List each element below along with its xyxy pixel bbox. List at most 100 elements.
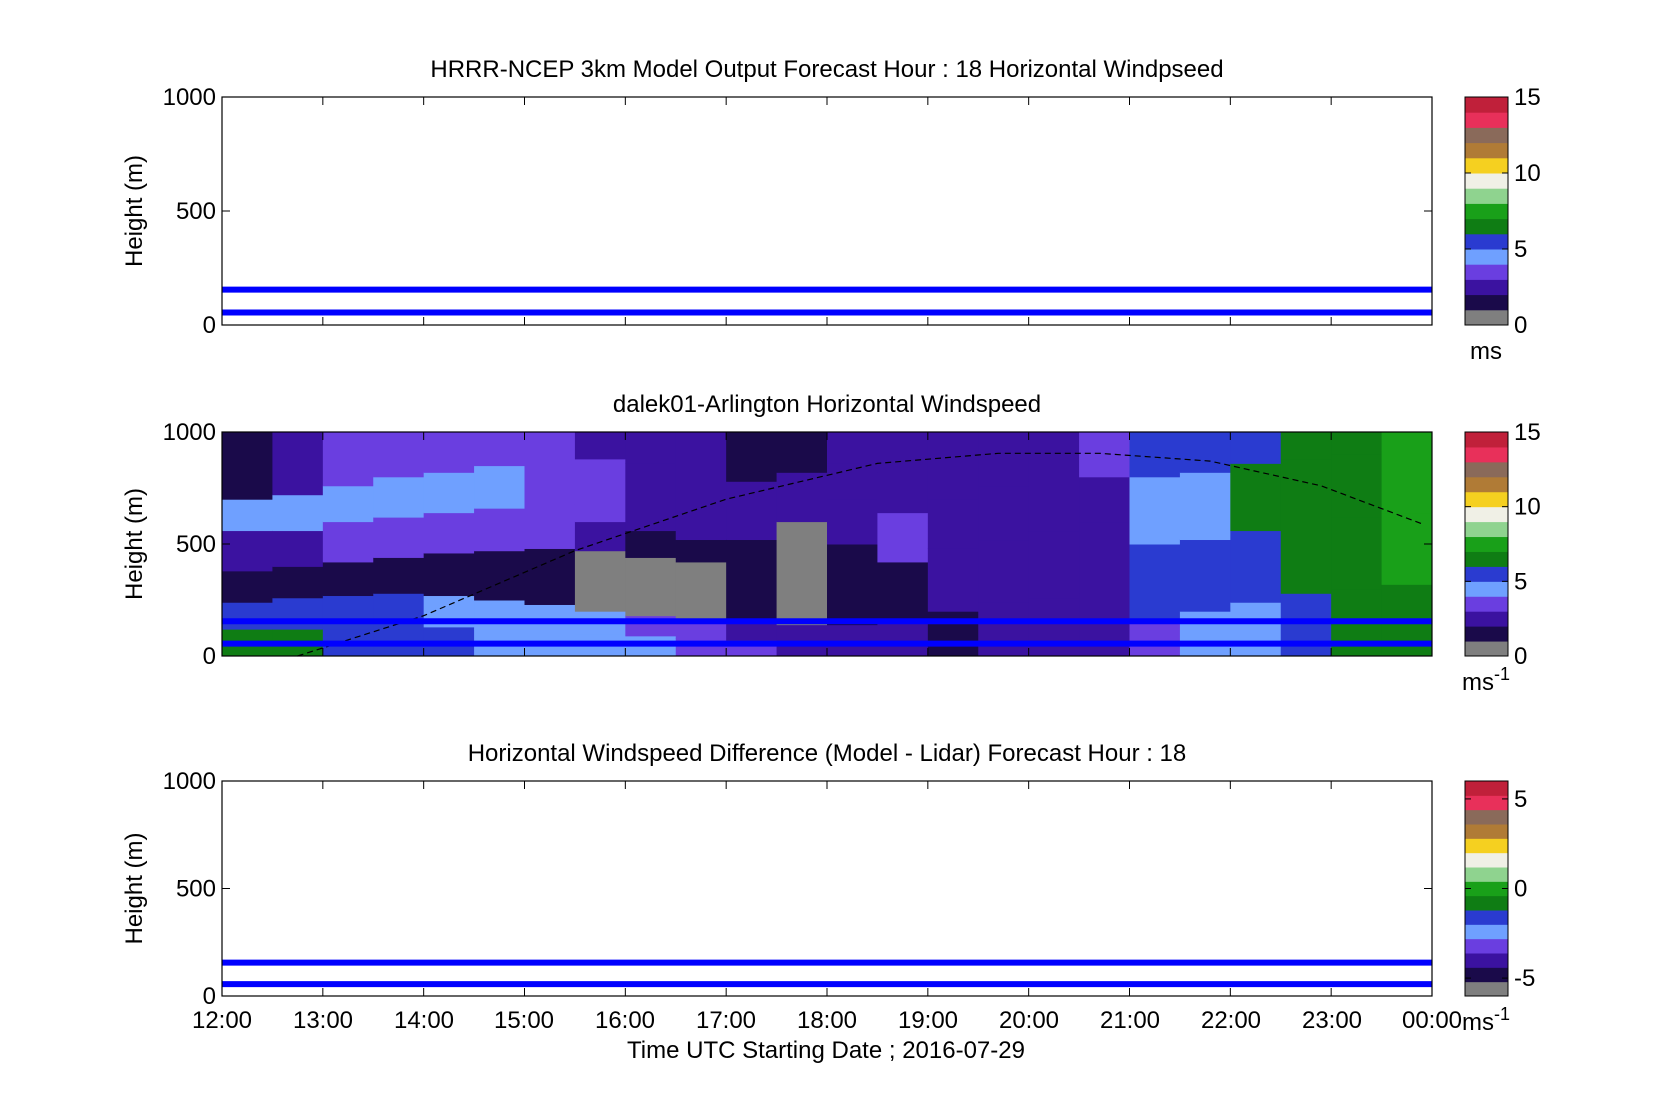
colorbar-swatch: [1465, 852, 1508, 868]
heatmap-cell: [524, 548, 576, 605]
heatmap-cell: [776, 624, 828, 644]
colorbar: -5 0 5 ms-1: [1462, 780, 1535, 1036]
heatmap-cell: [927, 499, 979, 549]
colorbar-swatch: [1465, 432, 1508, 448]
heatmap-cell: [877, 561, 929, 621]
y-tick-label: 1000: [163, 84, 216, 111]
heatmap-cell: [474, 432, 525, 467]
x-tick-label: 18:00: [797, 1007, 857, 1034]
heatmap-cell: [1179, 472, 1231, 541]
heatmap-cell: [272, 530, 324, 567]
colorbar-swatch: [1465, 233, 1508, 250]
x-tick-label: 23:00: [1302, 1007, 1362, 1034]
heatmap-cell: [978, 485, 1030, 541]
heatmap-cell: [1129, 476, 1181, 545]
colorbar-swatch: [1465, 596, 1508, 612]
x-tick-label: 22:00: [1201, 1007, 1261, 1034]
heatmap-cell: [877, 512, 929, 563]
x-axis-title: Time UTC Starting Date ; 2016-07-29: [627, 1037, 1025, 1064]
colorbar-unit-label: ms-1: [1462, 1004, 1510, 1036]
heatmap-cell: [827, 499, 878, 545]
heatmap-cell: [978, 432, 1030, 487]
colorbar-swatch: [1465, 112, 1508, 128]
heatmap-cell: [322, 561, 374, 597]
heatmap-cell: [726, 432, 778, 482]
heatmap-cell: [1079, 476, 1130, 523]
heatmap-cell: [373, 432, 425, 478]
colorbar-swatch: [1465, 446, 1508, 463]
x-tick-label: 14:00: [394, 1007, 454, 1034]
heatmap-cell: [423, 512, 475, 554]
colorbar-swatch: [1465, 203, 1508, 220]
colorbar-swatch: [1465, 506, 1508, 523]
colorbar-unit-superscript: -1: [1494, 1004, 1510, 1024]
heatmap-cell: [423, 472, 475, 514]
heatmap-cell: [827, 624, 878, 657]
heatmap-cell: [827, 544, 878, 626]
colorbar-swatch: [1465, 97, 1508, 113]
heatmap-cell: [1230, 463, 1282, 532]
heatmap-cell: [1230, 602, 1282, 657]
heatmap-cell: [524, 604, 576, 632]
colorbar-swatch: [1465, 476, 1508, 493]
colorbar-unit-superscript: -1: [1494, 664, 1510, 684]
colorbar-swatch: [1465, 279, 1508, 296]
heatmap-cell: [1079, 593, 1130, 657]
heatmap-cell: [927, 611, 979, 657]
heatmap-cell: [1280, 458, 1332, 523]
heatmap-cell: [524, 461, 576, 505]
colorbar-swatch: [1465, 264, 1508, 280]
x-tick-label: 21:00: [1100, 1007, 1160, 1034]
colorbar-swatch: [1465, 142, 1508, 159]
heatmap-cell: [1381, 512, 1433, 585]
heatmap-cell: [272, 566, 324, 599]
heatmap-cell: [322, 485, 374, 523]
heatmap-cell: [322, 432, 374, 487]
chart-panel-3: 0 500 1000 Height (m) Horizontal Windspeed D…: [121, 740, 1535, 1036]
y-axis-title: Height (m): [121, 488, 148, 600]
y-tick-label: 500: [176, 531, 216, 558]
heatmap-cell: [675, 561, 727, 621]
colorbar: 0 5 10 15 ms-1: [1462, 419, 1541, 696]
colorbar-swatch: [1465, 824, 1508, 839]
colorbar-swatch: [1465, 491, 1508, 508]
heatmap-cell: [474, 600, 525, 630]
heatmap-cell: [373, 476, 425, 518]
colorbar-tick-label: 0: [1514, 876, 1527, 903]
heatmap-cell: [776, 521, 828, 626]
colorbar-swatch: [1465, 867, 1508, 882]
colorbar-tick-label: 10: [1514, 160, 1541, 187]
heatmap-cell: [1331, 432, 1383, 455]
heatmap-cell: [1280, 432, 1332, 460]
x-tick-label: 20:00: [999, 1007, 1059, 1034]
colorbar-swatch: [1465, 188, 1508, 204]
colorbar-swatch: [1465, 127, 1508, 144]
heatmap-cell: [1381, 449, 1433, 514]
x-tick-label: 16:00: [595, 1007, 655, 1034]
colorbar-swatch: [1465, 641, 1508, 657]
heatmap-cell: [1028, 481, 1080, 532]
heatmap-cell: [625, 557, 677, 617]
colorbar-swatch: [1465, 309, 1508, 326]
heatmap-cell: [625, 432, 677, 464]
heatmap-cell: [373, 557, 425, 594]
heatmap-cell: [877, 432, 929, 473]
heatmap-cell: [373, 517, 425, 558]
heatmap-cell: [726, 622, 778, 641]
heatmap-cell: [1280, 521, 1332, 594]
colorbar-tick-label: 0: [1514, 643, 1527, 670]
heatmap-cell: [1179, 539, 1231, 612]
heatmap-cell: [272, 494, 324, 532]
colorbar-swatch: [1465, 521, 1508, 538]
y-tick-label: 1000: [163, 419, 216, 446]
heatmap-cell: [423, 432, 475, 473]
colorbar-frame: [1464, 431, 1509, 657]
colorbar-swatch: [1465, 249, 1508, 265]
heatmap-cell: [1129, 544, 1181, 621]
heatmap-cell: [827, 463, 878, 500]
heatmap-cell: [1331, 454, 1383, 518]
heatmap-cell: [222, 499, 273, 532]
x-tick-label: 17:00: [696, 1007, 756, 1034]
colorbar-swatch: [1465, 938, 1508, 954]
x-tick-label: 13:00: [293, 1007, 353, 1034]
